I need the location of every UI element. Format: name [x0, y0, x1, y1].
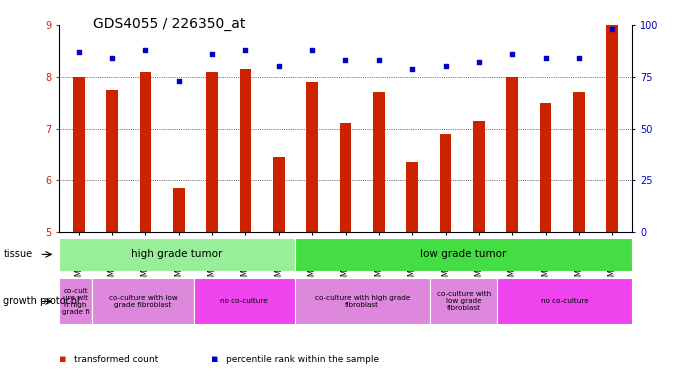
Bar	[207, 71, 218, 232]
Bar	[406, 162, 418, 232]
Point	[207, 51, 218, 57]
Text: high grade tumor: high grade tumor	[131, 249, 223, 260]
Point	[407, 65, 418, 71]
Text: co-culture with low
grade fibroblast: co-culture with low grade fibroblast	[108, 295, 178, 308]
Point	[307, 47, 318, 53]
Text: ▪: ▪	[211, 354, 218, 364]
Bar	[73, 77, 84, 232]
Bar	[59, 278, 93, 324]
Point	[607, 26, 618, 32]
Bar	[59, 238, 295, 271]
Bar	[140, 71, 151, 232]
Point	[373, 57, 384, 63]
Bar	[507, 77, 518, 232]
Bar	[473, 121, 484, 232]
Text: co-cult
ure wit
h high
grade fi: co-cult ure wit h high grade fi	[61, 288, 90, 315]
Point	[273, 63, 284, 70]
Bar	[240, 69, 252, 232]
Text: co-culture with
low grade
fibroblast: co-culture with low grade fibroblast	[437, 291, 491, 311]
Point	[574, 55, 585, 61]
Bar	[498, 278, 632, 324]
Bar	[295, 278, 430, 324]
Point	[540, 55, 551, 61]
Bar	[373, 92, 385, 232]
Bar	[430, 278, 498, 324]
Point	[440, 63, 451, 70]
Point	[340, 57, 351, 63]
Bar	[273, 157, 285, 232]
Text: transformed count: transformed count	[74, 354, 158, 364]
Text: low grade tumor: low grade tumor	[420, 249, 507, 260]
Text: percentile rank within the sample: percentile rank within the sample	[226, 354, 379, 364]
Bar	[93, 278, 193, 324]
Point	[240, 47, 251, 53]
Text: no co-culture: no co-culture	[541, 298, 589, 305]
Text: ▪: ▪	[59, 354, 66, 364]
Text: no co-culture: no co-culture	[220, 298, 268, 305]
Bar	[193, 278, 295, 324]
Point	[73, 49, 84, 55]
Text: GDS4055 / 226350_at: GDS4055 / 226350_at	[93, 17, 246, 31]
Text: growth protocol: growth protocol	[3, 296, 80, 306]
Bar	[106, 90, 118, 232]
Bar	[295, 238, 632, 271]
Point	[507, 51, 518, 57]
Point	[173, 78, 184, 84]
Bar	[439, 134, 451, 232]
Bar	[340, 124, 351, 232]
Point	[106, 55, 117, 61]
Point	[473, 59, 484, 65]
Bar	[607, 25, 618, 232]
Point	[140, 47, 151, 53]
Bar	[540, 103, 551, 232]
Bar	[306, 82, 318, 232]
Bar	[573, 92, 585, 232]
Bar	[173, 188, 184, 232]
Text: tissue: tissue	[3, 249, 32, 260]
Text: co-culture with high grade
fibroblast: co-culture with high grade fibroblast	[314, 295, 410, 308]
